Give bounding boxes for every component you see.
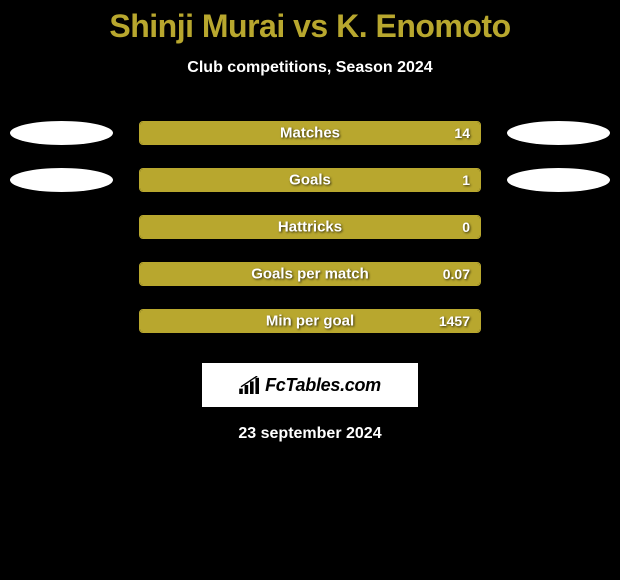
stat-bar: Hattricks 0 [139,215,481,239]
logo-box[interactable]: FcTables.com [202,363,418,407]
comparison-card: Shinji Murai vs K. Enomoto Club competit… [0,0,620,443]
stat-bar: Min per goal 1457 [139,309,481,333]
stat-row: Goals 1 [10,168,610,192]
date-text: 23 september 2024 [0,425,620,443]
stat-row: Hattricks 0 [10,215,610,239]
stat-rows: Matches 14 Goals 1 Hattricks 0 Goals per match… [0,121,620,333]
subtitle: Club competitions, Season 2024 [0,59,620,77]
stat-label: Goals [289,172,331,189]
bar-chart-icon [239,376,261,394]
stat-bar: Goals 1 [139,168,481,192]
stat-label: Hattricks [278,219,342,236]
stat-row: Min per goal 1457 [10,309,610,333]
stat-row: Matches 14 [10,121,610,145]
stat-label: Min per goal [266,313,354,330]
stat-row: Goals per match 0.07 [10,262,610,286]
stat-value: 14 [454,125,470,141]
stat-bar: Matches 14 [139,121,481,145]
player-ellipse-left [10,168,113,192]
page-title: Shinji Murai vs K. Enomoto [0,0,620,45]
stat-value: 1 [462,172,470,188]
player-ellipse-left [10,121,113,145]
player-ellipse-right [507,168,610,192]
stat-bar: Goals per match 0.07 [139,262,481,286]
stat-value: 0 [462,219,470,235]
player-ellipse-right [507,121,610,145]
stat-value: 0.07 [443,266,470,282]
logo-text: FcTables.com [265,375,381,396]
stat-value: 1457 [439,313,470,329]
stat-label: Matches [280,125,340,142]
stat-label: Goals per match [251,266,369,283]
